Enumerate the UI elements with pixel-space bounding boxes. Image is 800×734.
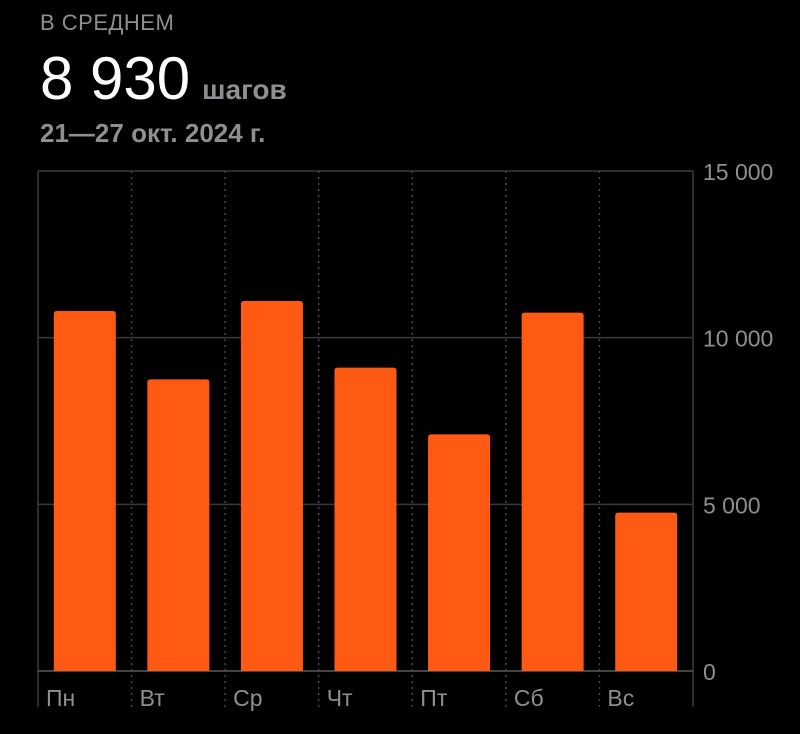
bar-0[interactable] (53, 311, 116, 671)
bar-1[interactable] (147, 379, 210, 671)
bar-2[interactable] (240, 301, 303, 671)
average-steps-value: 8 930 (40, 45, 191, 112)
x-tick-label: Пн (46, 685, 75, 711)
bar-3[interactable] (334, 367, 397, 671)
average-caption: В СРЕДНЕМ (40, 10, 175, 35)
x-tick-label: Вт (140, 685, 166, 711)
x-tick-label: Ср (233, 685, 262, 711)
date-range: 21—27 окт. 2024 г. (40, 118, 266, 148)
x-tick-label: Вс (607, 685, 634, 711)
x-tick-label: Чт (327, 685, 353, 711)
steps-unit: шагов (202, 74, 287, 105)
y-tick-label: 0 (703, 659, 716, 685)
x-tick-label: Пт (420, 685, 448, 711)
x-tick-label: Сб (514, 685, 544, 711)
bar-6[interactable] (615, 512, 678, 671)
bar-5[interactable] (521, 312, 584, 671)
y-tick-label: 5 000 (703, 492, 761, 518)
bar-4[interactable] (428, 434, 491, 671)
y-tick-label: 15 000 (703, 159, 773, 185)
y-tick-label: 10 000 (703, 326, 773, 352)
average-value-row: 8 930 шагов (40, 44, 287, 114)
